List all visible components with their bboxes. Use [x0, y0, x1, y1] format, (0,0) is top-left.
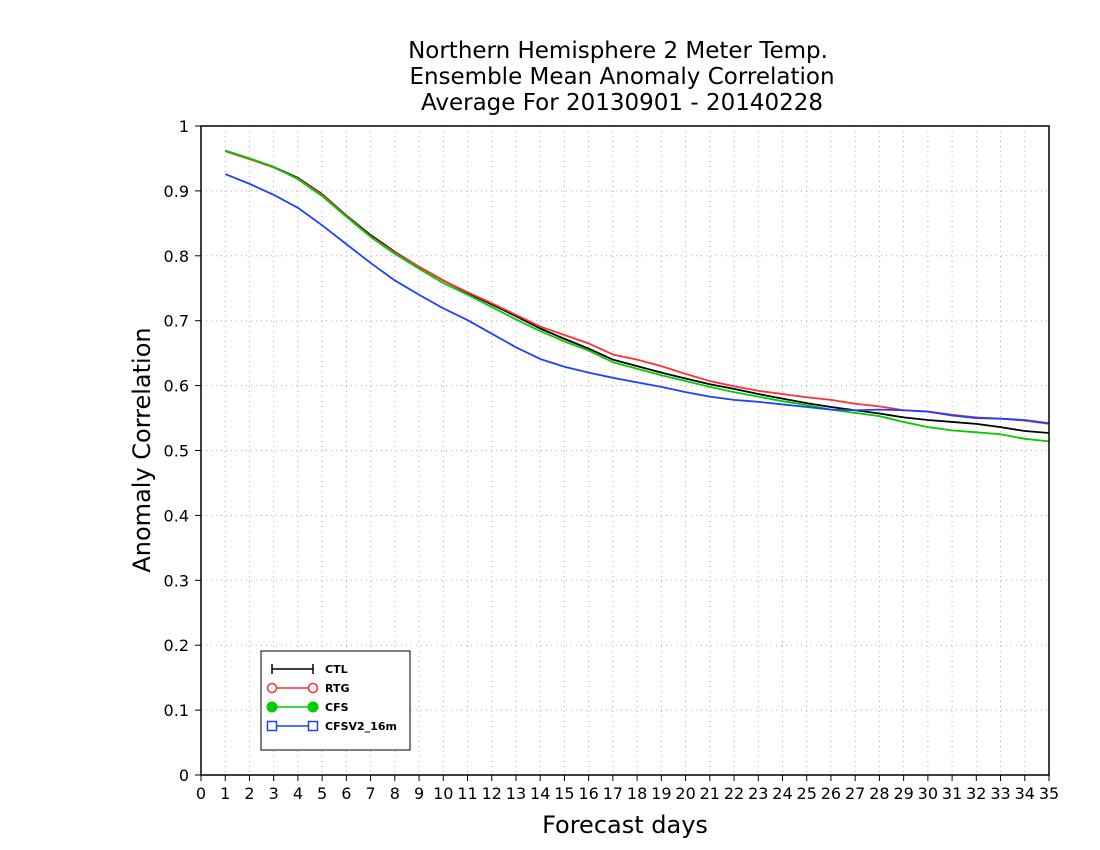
x-tick-label: 19: [651, 784, 671, 803]
chart-title-line-2: Ensemble Mean Anomaly Correlation: [409, 64, 834, 90]
y-tick-label: 0.4: [164, 506, 189, 525]
legend-marker: [266, 720, 278, 732]
legend-marker: [307, 682, 319, 694]
y-tick-label: 0.9: [164, 182, 189, 201]
y-tick-label: 0.1: [164, 701, 189, 720]
legend-label: CTL: [325, 663, 348, 676]
x-tick-label: 5: [317, 784, 327, 803]
x-tick-label: 10: [433, 784, 453, 803]
x-tick-label: 12: [482, 784, 502, 803]
x-tick-label: 34: [1015, 784, 1035, 803]
x-tick-label: 21: [700, 784, 720, 803]
legend-item-cfsv2_16m: CFSV2_16m: [266, 720, 397, 733]
x-tick-label: 8: [390, 784, 400, 803]
y-axis-label: Anomaly Correlation: [128, 327, 156, 572]
x-tick-label: 18: [627, 784, 647, 803]
x-tick-label: 24: [772, 784, 792, 803]
y-tick-label: 0.8: [164, 247, 189, 266]
y-tick-label: 0.2: [164, 636, 189, 655]
x-tick-label: 35: [1039, 784, 1059, 803]
chart-title: Northern Hemisphere 2 Meter Temp. Ensemb…: [408, 38, 834, 116]
series-line-cfs: [224, 149, 1050, 443]
y-tick-label: 0: [179, 766, 189, 785]
y-tick-label: 0.3: [164, 571, 189, 590]
x-tick-label: 25: [797, 784, 817, 803]
y-tick-label: 1: [179, 117, 189, 136]
x-tick-label: 9: [414, 784, 424, 803]
legend-label: CFSV2_16m: [325, 720, 397, 733]
legend-item-cfs: CFS: [266, 701, 349, 714]
x-tick-label: 23: [748, 784, 768, 803]
legend-marker: [307, 720, 319, 732]
x-tick-label: 1: [220, 784, 230, 803]
legend-label: CFS: [325, 701, 349, 714]
x-tick-label: 4: [293, 784, 303, 803]
x-tick-label: 30: [918, 784, 938, 803]
legend-box: [260, 650, 411, 751]
x-tick-label: 6: [341, 784, 351, 803]
x-tick-label: 33: [990, 784, 1010, 803]
x-tick-label: 14: [530, 784, 550, 803]
x-tick-label: 13: [506, 784, 526, 803]
legend-item-ctl: CTL: [271, 663, 348, 676]
y-tick-label: 0.6: [164, 377, 189, 396]
legend: CTL RTG CFS CFSV2_16m: [260, 650, 411, 751]
y-axis: 0 0.1 0.2 0.3 0.4 0.5 0.6 0.7 0.8 0.9 1: [164, 117, 201, 785]
x-tick-label: 11: [457, 784, 477, 803]
x-tick-label: 27: [845, 784, 865, 803]
x-tick-label: 3: [269, 784, 279, 803]
x-tick-label: 28: [869, 784, 889, 803]
x-axis-label: Forecast days: [542, 811, 708, 839]
x-tick-label: 0: [196, 784, 206, 803]
x-tick-label: 2: [244, 784, 254, 803]
chart-title-line-3: Average For 20130901 - 20140228: [421, 90, 823, 116]
legend-marker: [266, 701, 278, 713]
x-tick-label: 31: [942, 784, 962, 803]
x-tick-label: 15: [554, 784, 574, 803]
legend-marker: [307, 701, 319, 713]
x-tick-label: 16: [578, 784, 598, 803]
x-tick-label: 7: [366, 784, 376, 803]
x-tick-label: 32: [966, 784, 986, 803]
series-line-cfsv2_16m: [224, 173, 1050, 425]
chart-title-line-1: Northern Hemisphere 2 Meter Temp.: [408, 38, 828, 64]
y-tick-label: 0.5: [164, 442, 189, 461]
x-tick-label: 20: [675, 784, 695, 803]
y-tick-label: 0.7: [164, 312, 189, 331]
x-tick-label: 26: [821, 784, 841, 803]
series-layer: [224, 149, 1050, 443]
x-axis: 0 1 2 3 4 5 6 7 8 9 10 11 12 13 14 15 16 17 18 19 20 21 22 23 24…: [196, 775, 1059, 803]
legend-label: RTG: [325, 682, 350, 695]
legend-item-rtg: RTG: [266, 682, 350, 695]
x-tick-label: 22: [724, 784, 744, 803]
x-tick-label: 17: [603, 784, 623, 803]
legend-marker: [266, 682, 278, 694]
x-tick-label: 29: [893, 784, 913, 803]
